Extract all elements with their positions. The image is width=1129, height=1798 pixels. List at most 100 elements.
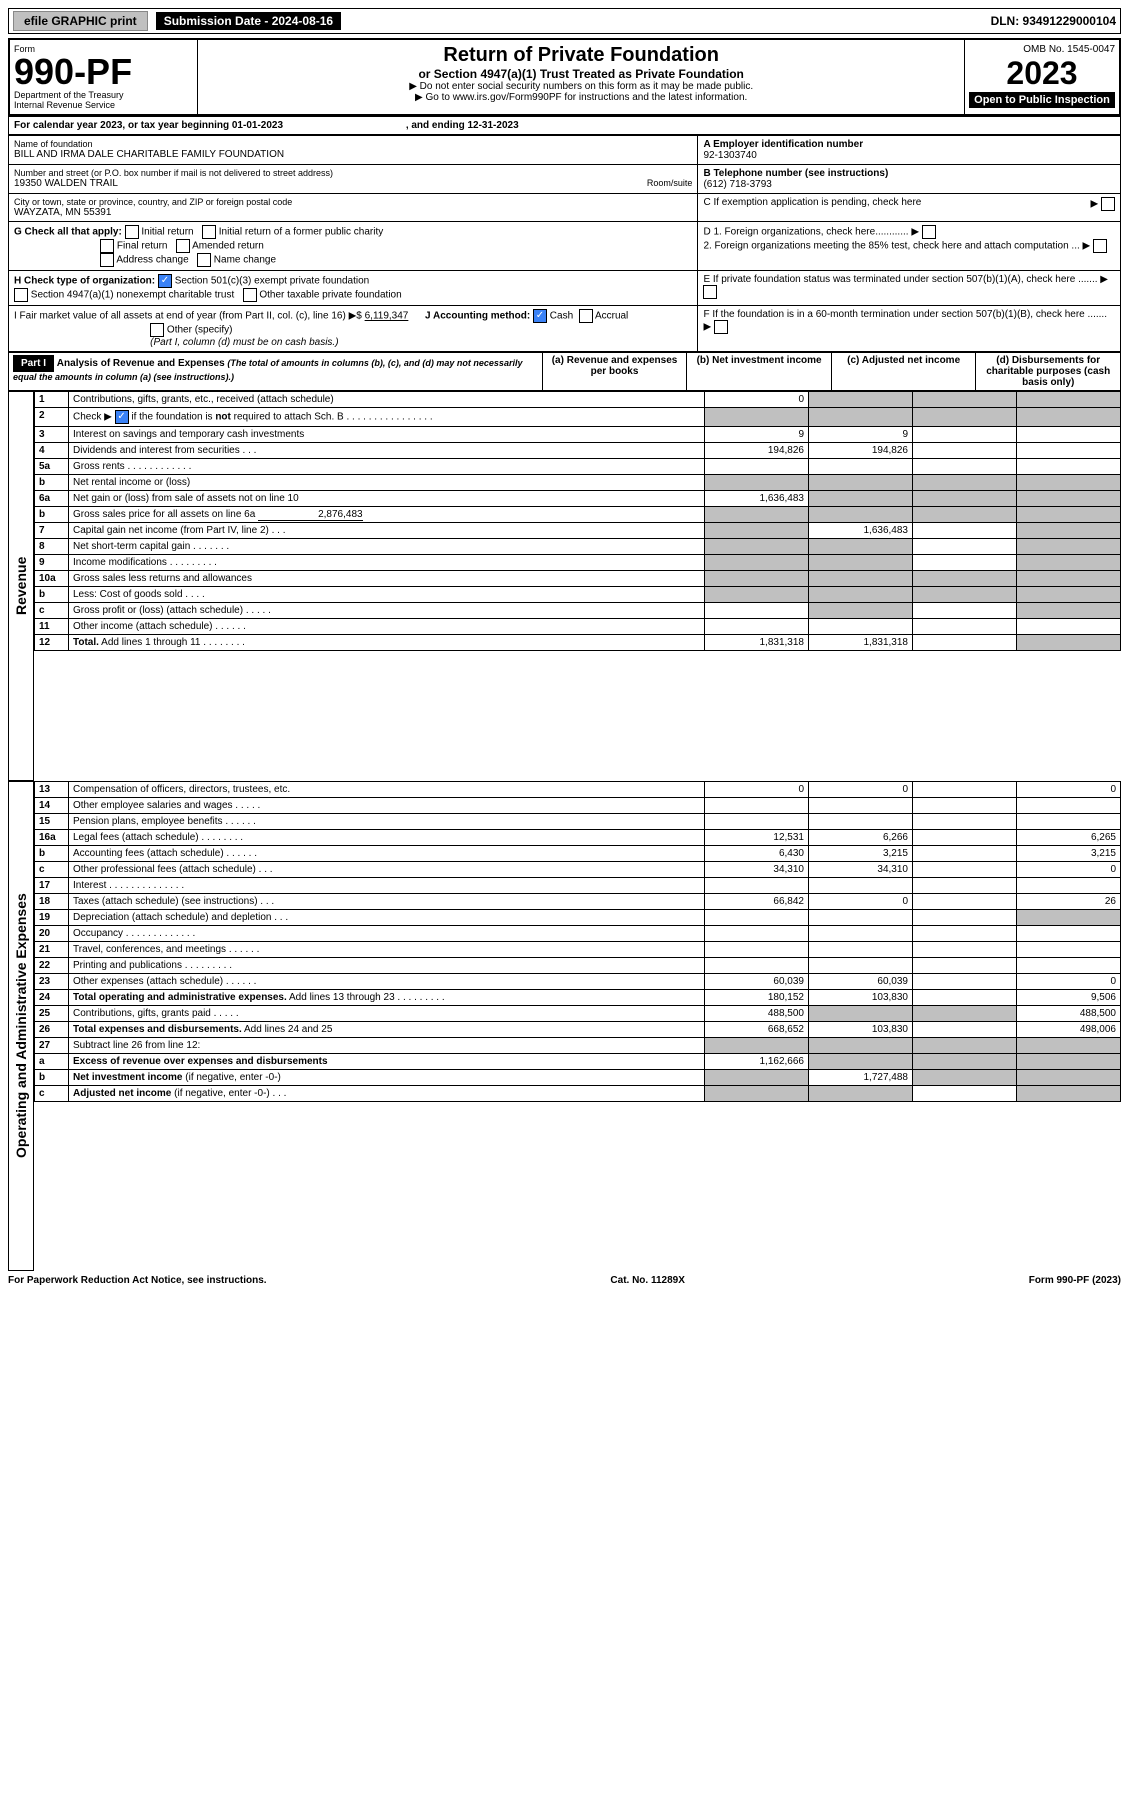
submission-date: Submission Date - 2024-08-16 — [156, 12, 341, 30]
row-r10b-num: b — [35, 587, 69, 603]
row-r6a: 6a Net gain or (loss) from sale of asset… — [35, 491, 1121, 507]
row-r1-col-c — [913, 392, 1017, 408]
city-label: City or town, state or province, country… — [14, 197, 692, 207]
col-b-hdr: (b) Net investment income — [687, 353, 832, 391]
row-r8-col-a — [705, 539, 809, 555]
row-r6b-col-c — [913, 507, 1017, 523]
row-r16c-col-d: 0 — [1017, 862, 1121, 878]
row-r10c-desc: Gross profit or (loss) (attach schedule)… — [69, 603, 705, 619]
row-r27a-col-b — [809, 1054, 913, 1070]
row-r1: 1 Contributions, gifts, grants, etc., re… — [35, 392, 1121, 408]
row-r24-desc: Total operating and administrative expen… — [69, 990, 705, 1006]
row-r25-col-d: 488,500 — [1017, 1006, 1121, 1022]
row-r6b-desc: Gross sales price for all assets on line… — [69, 507, 705, 523]
g-initial-former-checkbox[interactable] — [202, 225, 216, 239]
part1-badge: Part I — [13, 355, 54, 372]
row-r24: 24 Total operating and administrative ex… — [35, 990, 1121, 1006]
efile-print-button[interactable]: efile GRAPHIC print — [13, 11, 148, 31]
row-r13-col-d: 0 — [1017, 782, 1121, 798]
tax-year: 2023 — [969, 55, 1115, 92]
row-r3: 3 Interest on savings and temporary cash… — [35, 427, 1121, 443]
row-r26: 26 Total expenses and disbursements. Add… — [35, 1022, 1121, 1038]
addr-label: Number and street (or P.O. box number if… — [14, 168, 692, 178]
row-r22-col-b — [809, 958, 913, 974]
row-r15-col-b — [809, 814, 913, 830]
row-r3-col-d — [1017, 427, 1121, 443]
g-opt-2: Final return — [117, 241, 168, 252]
row-r5a-col-a — [705, 459, 809, 475]
i-label: I Fair market value of all assets at end… — [14, 311, 362, 322]
h1-label: Section 501(c)(3) exempt private foundat… — [175, 276, 370, 287]
row-r25: 25 Contributions, gifts, grants paid . .… — [35, 1006, 1121, 1022]
g-address-checkbox[interactable] — [100, 253, 114, 267]
row-r16c-col-a: 34,310 — [705, 862, 809, 878]
city-value: WAYZATA, MN 55391 — [14, 207, 111, 218]
row-r27-col-b — [809, 1038, 913, 1054]
row-r27c-col-c — [913, 1086, 1017, 1102]
c-checkbox[interactable] — [1101, 197, 1115, 211]
j-accrual: Accrual — [595, 311, 628, 322]
row-r12-col-c — [913, 635, 1017, 651]
row-r16a: 16a Legal fees (attach schedule) . . . .… — [35, 830, 1121, 846]
row-r27-col-c — [913, 1038, 1017, 1054]
row-r27c-col-a — [705, 1086, 809, 1102]
h3-checkbox[interactable] — [243, 288, 257, 302]
footer-right: Form 990-PF (2023) — [1029, 1275, 1121, 1286]
row-r15-col-a — [705, 814, 809, 830]
j-cash: Cash — [550, 311, 573, 322]
h2-checkbox[interactable] — [14, 288, 28, 302]
row-r11-col-b — [809, 619, 913, 635]
row-r9-col-a — [705, 555, 809, 571]
row-r6a-num: 6a — [35, 491, 69, 507]
row-r6a-col-a: 1,636,483 — [705, 491, 809, 507]
row-r4-col-a: 194,826 — [705, 443, 809, 459]
row-r18: 18 Taxes (attach schedule) (see instruct… — [35, 894, 1121, 910]
row-r16b-num: b — [35, 846, 69, 862]
row-r27c: c Adjusted net income (if negative, ente… — [35, 1086, 1121, 1102]
row-r16a-num: 16a — [35, 830, 69, 846]
g-label: G Check all that apply: — [14, 227, 122, 238]
row-r25-desc: Contributions, gifts, grants paid . . . … — [69, 1006, 705, 1022]
col-c-hdr: (c) Adjusted net income — [831, 353, 976, 391]
g-initial-checkbox[interactable] — [125, 225, 139, 239]
row-r7: 7 Capital gain net income (from Part IV,… — [35, 523, 1121, 539]
row-r26-num: 26 — [35, 1022, 69, 1038]
g-final-checkbox[interactable] — [100, 239, 114, 253]
row-r15: 15 Pension plans, employee benefits . . … — [35, 814, 1121, 830]
j-cash-checkbox[interactable]: ✓ — [533, 309, 547, 323]
h1-checkbox[interactable]: ✓ — [158, 274, 172, 288]
row-r12-num: 12 — [35, 635, 69, 651]
row-r1-col-d — [1017, 392, 1121, 408]
j-other-checkbox[interactable] — [150, 323, 164, 337]
j-accrual-checkbox[interactable] — [579, 309, 593, 323]
row-r4-col-b: 194,826 — [809, 443, 913, 459]
row-r10c-col-a — [705, 603, 809, 619]
d1-checkbox[interactable] — [922, 225, 936, 239]
row-r2-col-d — [1017, 408, 1121, 427]
e-checkbox[interactable] — [703, 285, 717, 299]
d2-checkbox[interactable] — [1093, 239, 1107, 253]
row-r16b-col-d: 3,215 — [1017, 846, 1121, 862]
row-r14-col-b — [809, 798, 913, 814]
j-other: Other (specify) — [167, 325, 233, 336]
row-r21-col-d — [1017, 942, 1121, 958]
row-r18-col-b: 0 — [809, 894, 913, 910]
h2-label: Section 4947(a)(1) nonexempt charitable … — [31, 290, 234, 301]
row-r6a-col-d — [1017, 491, 1121, 507]
row-r1-desc: Contributions, gifts, grants, etc., rece… — [69, 392, 705, 408]
row-r13: 13 Compensation of officers, directors, … — [35, 782, 1121, 798]
row-r23-desc: Other expenses (attach schedule) . . . .… — [69, 974, 705, 990]
row-r6a-col-c — [913, 491, 1017, 507]
row-r12-desc: Total. Add lines 1 through 11 . . . . . … — [69, 635, 705, 651]
row-r8-desc: Net short-term capital gain . . . . . . … — [69, 539, 705, 555]
row-r19: 19 Depreciation (attach schedule) and de… — [35, 910, 1121, 926]
g-amended-checkbox[interactable] — [176, 239, 190, 253]
f-checkbox[interactable] — [714, 320, 728, 334]
row-r27-col-d — [1017, 1038, 1121, 1054]
row-r4: 4 Dividends and interest from securities… — [35, 443, 1121, 459]
g-name-checkbox[interactable] — [197, 253, 211, 267]
phone-label: B Telephone number (see instructions) — [703, 168, 888, 179]
g-opt-3: Amended return — [192, 241, 264, 252]
top-bar: efile GRAPHIC print Submission Date - 20… — [8, 8, 1121, 34]
row-r13-col-a: 0 — [705, 782, 809, 798]
